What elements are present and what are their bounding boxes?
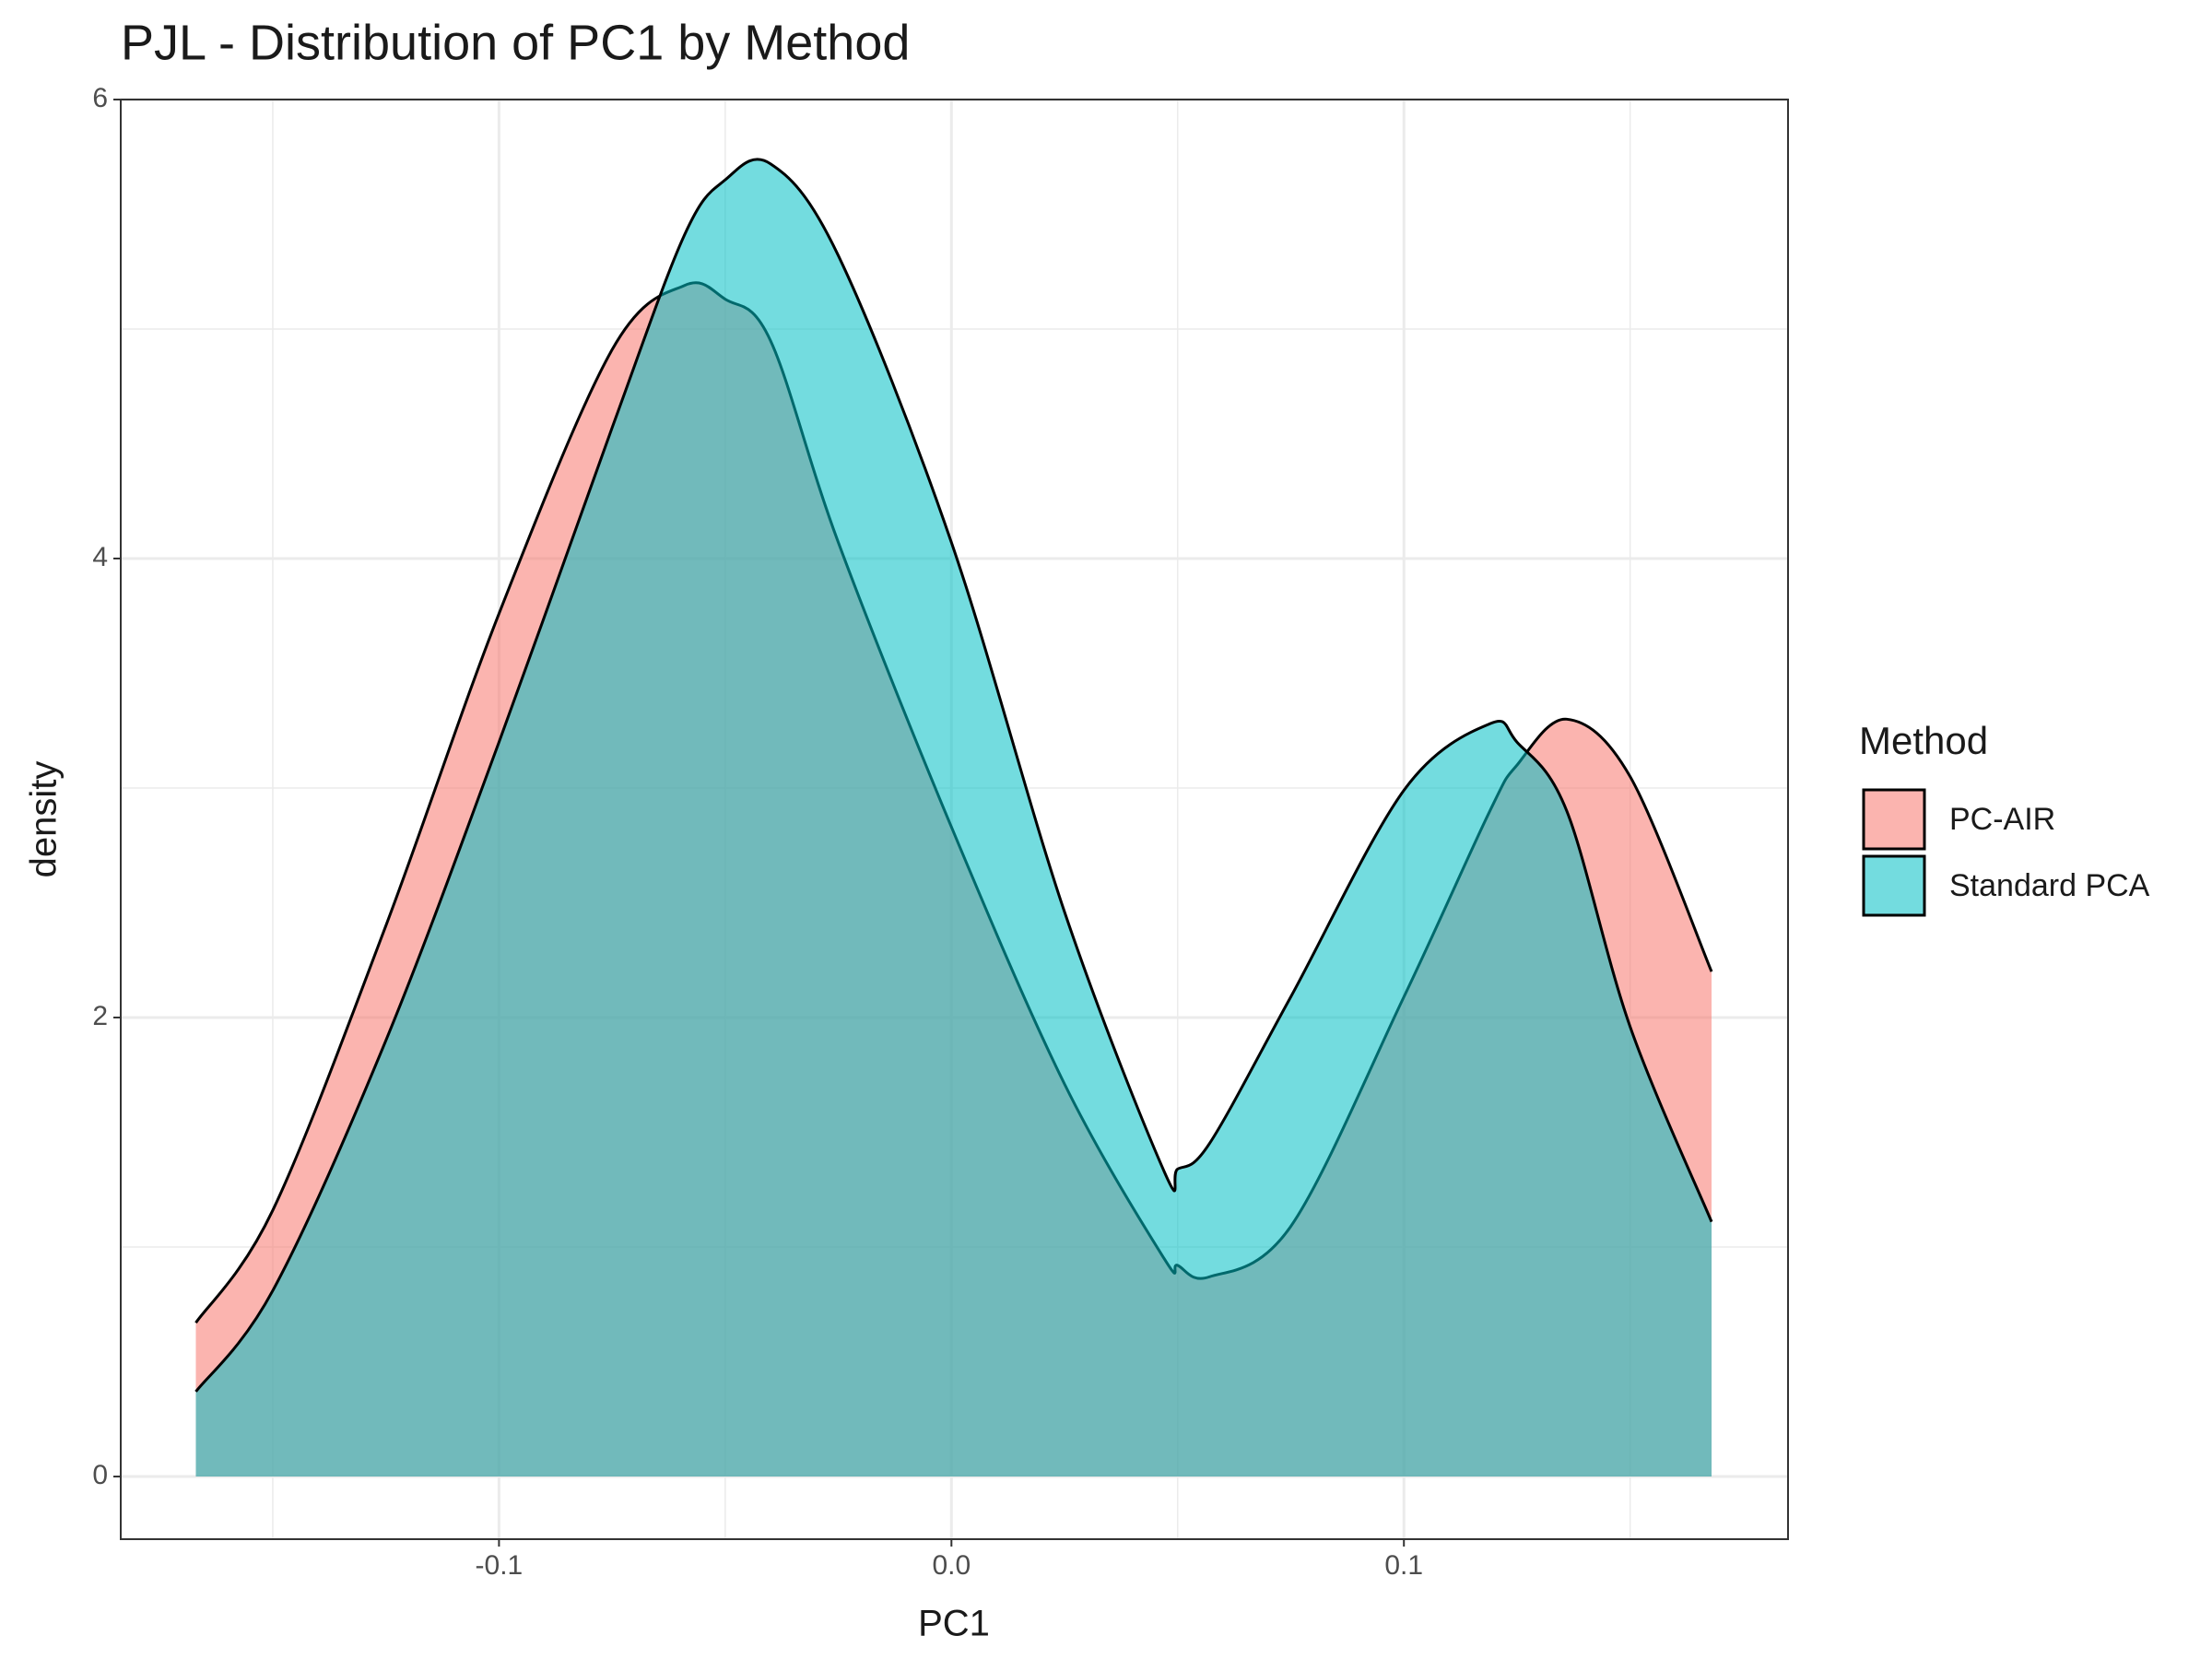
x-axis-title: PC1 (918, 1604, 990, 1644)
density-area (195, 159, 1712, 1477)
x-tick-label: 0.1 (1384, 1550, 1423, 1581)
y-tick-label: 6 (92, 83, 108, 113)
legend-label: PC-AIR (1949, 802, 2055, 837)
y-tick-label: 4 (92, 542, 108, 572)
y-tick-label: 2 (92, 1001, 108, 1031)
legend-key (1862, 854, 1926, 917)
y-tick-label: 0 (92, 1460, 108, 1490)
legend-label: Standard PCA (1949, 868, 2150, 903)
y-axis-title: density (24, 761, 65, 878)
legend-title: Method (1859, 719, 1988, 762)
density-line (194, 158, 1713, 1393)
panel-border (120, 99, 1789, 1540)
legend-key (1862, 788, 1926, 851)
x-tick-label: -0.1 (476, 1550, 524, 1581)
chart-title: PJL - Distribution of PC1 by Method (121, 15, 910, 70)
x-tick-label: 0.0 (932, 1550, 971, 1581)
